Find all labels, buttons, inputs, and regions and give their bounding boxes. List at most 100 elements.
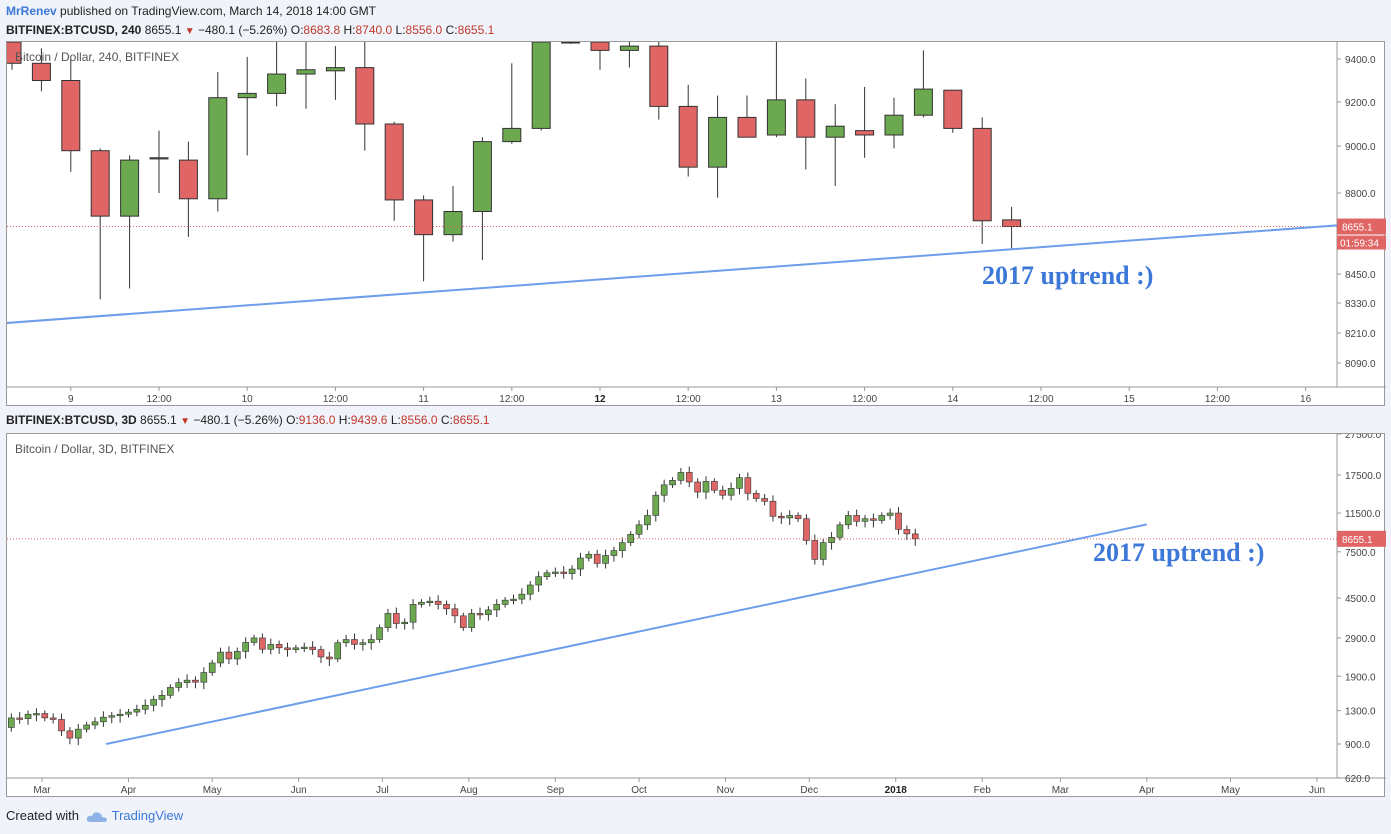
candle-body xyxy=(678,105,698,168)
candle-body xyxy=(685,472,693,483)
candle-body xyxy=(708,116,728,168)
candle-body xyxy=(284,647,291,650)
candle-body xyxy=(649,45,669,107)
candle-body xyxy=(58,719,65,732)
candle-body xyxy=(635,524,643,535)
candle-body xyxy=(794,515,802,520)
candle-body xyxy=(376,627,383,640)
candle-body xyxy=(125,711,132,715)
candle-body xyxy=(426,600,434,603)
candle-body xyxy=(836,524,844,538)
candle-body xyxy=(677,472,685,481)
top-chart-legend: BITFINEX:BTCUSD, 240 8655.1 ▼ −480.1 (−5… xyxy=(6,22,494,38)
candle-body xyxy=(472,141,492,213)
publish-header: MrRenev published on TradingView.com, Ma… xyxy=(0,0,1391,22)
legend-high: 9439.6 xyxy=(350,413,388,427)
candle-body xyxy=(434,600,442,605)
candle-body xyxy=(7,42,22,64)
candle-body xyxy=(828,537,835,543)
legend-low-label: L: xyxy=(395,23,406,37)
candle-body xyxy=(342,639,350,644)
candle-body xyxy=(727,488,735,496)
candle-body xyxy=(351,639,358,645)
legend-high-label: H: xyxy=(338,413,351,427)
chart-pane-3d[interactable]: 440.0620.0900.01300.01900.02900.04500.07… xyxy=(6,433,1386,798)
candle-body xyxy=(903,529,911,535)
candle-body xyxy=(913,88,933,116)
chart-pane-4h[interactable]: 8090.0 8210.0 8330.0 8450.0 8800.0 9000.0 9200… xyxy=(6,41,1386,407)
candle-body xyxy=(1002,219,1022,228)
candle-body xyxy=(619,542,626,551)
y-tick-label: 7500.0 xyxy=(1345,548,1376,559)
legend-low-label: L: xyxy=(390,413,401,427)
candle-body xyxy=(669,480,676,486)
tradingview-link[interactable]: TradingView xyxy=(111,808,184,823)
candle-body xyxy=(526,584,534,595)
y-tick-label: 620.0 xyxy=(1345,774,1370,785)
candle-body xyxy=(326,656,333,660)
y-tick-label: 2900.0 xyxy=(1345,634,1376,645)
candle-body xyxy=(811,540,819,560)
candle-body xyxy=(476,613,484,616)
bottom-chart-legend: BITFINEX:BTCUSD, 3D 8655.1 ▼ −480.1 (−5.… xyxy=(6,412,490,428)
candle-body xyxy=(844,515,852,526)
x-tick-label: Apr xyxy=(1139,785,1155,796)
y-tick-label: 8090.0 xyxy=(1345,359,1376,370)
chart-3d-title: Bitcoin / Dollar, 3D, BITFINEX xyxy=(15,442,175,456)
candle-body xyxy=(200,672,208,683)
candle-body xyxy=(90,150,110,217)
down-triangle-icon: ▼ xyxy=(184,26,195,37)
chart-3d-svg[interactable]: 440.0620.0900.01300.01900.02900.04500.07… xyxy=(7,434,1386,798)
x-tick-label: Nov xyxy=(717,785,735,796)
candle-body xyxy=(250,637,258,643)
x-tick-label: 16 xyxy=(1300,394,1312,405)
candle-body xyxy=(116,713,124,717)
countdown-text: 01:59:34 xyxy=(1340,239,1379,250)
y-tick-label: 9400.0 xyxy=(1345,55,1376,66)
x-tick-label: 12:00 xyxy=(852,394,877,405)
candle-body xyxy=(719,489,727,496)
candle-body xyxy=(911,533,919,540)
candle-body xyxy=(610,550,618,556)
legend-close-label: C: xyxy=(440,413,453,427)
chart-4h-svg[interactable]: 8090.0 8210.0 8330.0 8450.0 8800.0 9000.0 9200… xyxy=(7,42,1386,407)
publish-info: published on TradingView.com, March 14, … xyxy=(60,4,376,18)
candle-body xyxy=(16,717,23,720)
candle-body xyxy=(8,717,15,728)
candle-body xyxy=(149,157,169,160)
candle-body xyxy=(150,699,157,706)
candle-body xyxy=(158,695,166,700)
y-tick-label: 17500.0 xyxy=(1345,471,1382,482)
trend-line xyxy=(105,523,1148,745)
y-tick-label: 1900.0 xyxy=(1345,672,1376,683)
candle-body xyxy=(886,512,894,516)
candle-body xyxy=(585,553,593,559)
legend-symbol[interactable]: BITFINEX:BTCUSD, 3D xyxy=(6,413,137,427)
last-price-tag xyxy=(1337,218,1386,235)
candle-body xyxy=(418,601,425,605)
candle-body xyxy=(752,493,760,499)
author-name[interactable]: MrRenev xyxy=(6,4,57,18)
candle-body xyxy=(367,639,375,644)
candle-body xyxy=(459,615,467,628)
candle-body xyxy=(468,613,475,628)
candle-body xyxy=(502,127,522,143)
legend-high: 8740.0 xyxy=(355,23,393,37)
candle-body xyxy=(192,679,199,683)
x-tick-label: Jun xyxy=(291,785,307,796)
x-tick-label: 9 xyxy=(68,394,74,405)
candle-body xyxy=(133,708,141,713)
candle-body xyxy=(414,199,434,236)
legend-close-label: C: xyxy=(445,23,458,37)
candle-body xyxy=(825,125,845,138)
legend-last-price: 8655.1 xyxy=(140,413,177,427)
candle-body xyxy=(208,662,216,673)
legend-high-label: H: xyxy=(343,23,356,37)
candle-body xyxy=(309,646,316,650)
legend-symbol[interactable]: BITFINEX:BTCUSD, 240 xyxy=(6,23,142,37)
y-tick-label: 4500.0 xyxy=(1345,594,1376,605)
x-tick-label: 10 xyxy=(242,394,254,405)
candle-body xyxy=(100,716,107,723)
candle-body xyxy=(493,604,501,611)
candle-body xyxy=(167,687,174,696)
